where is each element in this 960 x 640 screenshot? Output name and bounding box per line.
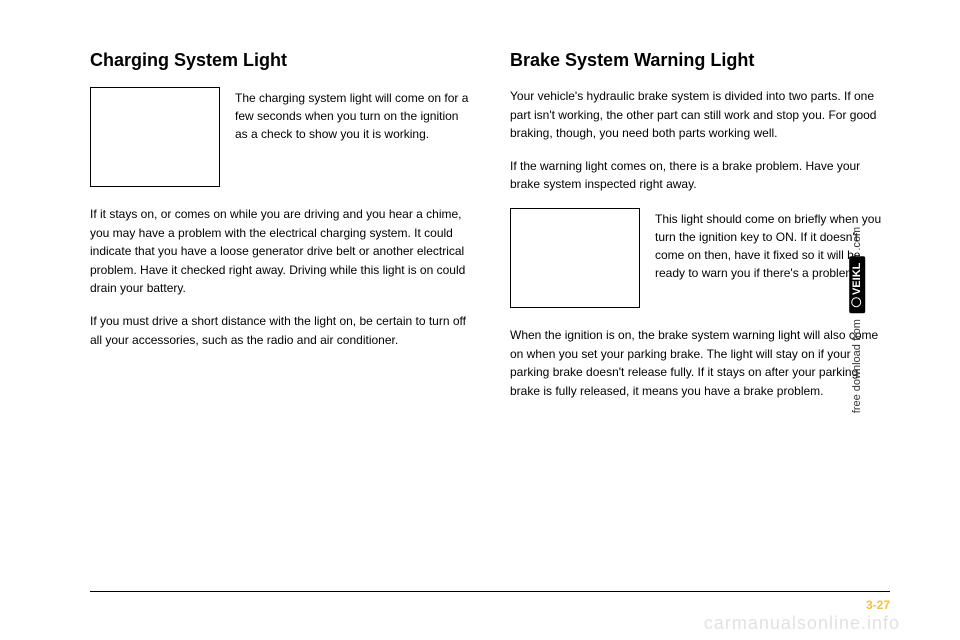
brake-icon-row: This light should come on briefly when y… (510, 208, 890, 308)
brake-paragraph-2: If the warning light comes on, there is … (510, 157, 890, 194)
brake-heading: Brake System Warning Light (510, 50, 890, 71)
charging-heading: Charging System Light (90, 50, 470, 71)
charging-paragraph-1: If it stays on, or comes on while you ar… (90, 205, 470, 298)
veikl-text: VEIKL (851, 263, 863, 295)
charging-icon-caption: The charging system light will come on f… (235, 87, 470, 187)
footer-rule (90, 591, 890, 592)
left-column: Charging System Light The charging syste… (90, 50, 470, 550)
watermark-side-text: free download from (851, 319, 863, 413)
watermark-bottom: carmanualsonline.info (704, 613, 900, 634)
veikl-badge: VEIKL (849, 257, 865, 313)
watermark-side: free download from VEIKL .com (849, 227, 865, 413)
charging-paragraph-2: If you must drive a short distance with … (90, 312, 470, 349)
eye-icon (851, 297, 861, 307)
brake-paragraph-3: When the ignition is on, the brake syste… (510, 326, 890, 400)
brake-icon-placeholder (510, 208, 640, 308)
page-number: 3-27 (866, 598, 890, 612)
charging-icon-row: The charging system light will come on f… (90, 87, 470, 187)
charging-icon-placeholder (90, 87, 220, 187)
veikl-suffix: .com (851, 227, 863, 251)
page-content: Charging System Light The charging syste… (0, 0, 960, 580)
brake-paragraph-1: Your vehicle's hydraulic brake system is… (510, 87, 890, 143)
right-column: Brake System Warning Light Your vehicle'… (510, 50, 890, 550)
